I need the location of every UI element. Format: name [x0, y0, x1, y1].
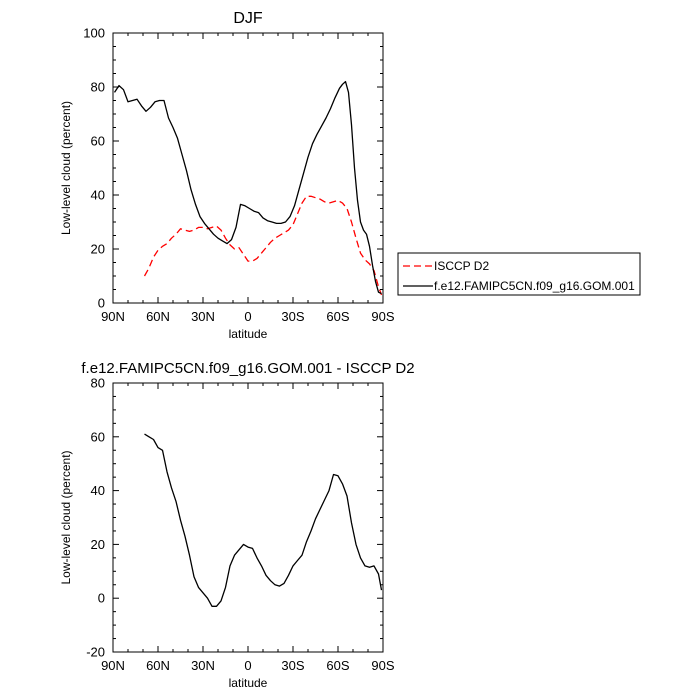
series-line-2: [113, 80, 382, 295]
x-tick-label: 90N: [101, 309, 125, 324]
y-tick-label: -20: [86, 645, 105, 660]
y-tick-label: 80: [91, 376, 105, 391]
x-tick-label: 0: [244, 658, 251, 673]
y-axis-label: Low-level cloud (percent): [59, 101, 73, 235]
x-tick-label: 30N: [191, 658, 215, 673]
y-tick-label: 40: [91, 188, 105, 203]
y-tick-label: 0: [98, 296, 105, 311]
x-tick-label: 90S: [371, 309, 394, 324]
x-tick-label: 60N: [146, 309, 170, 324]
x-tick-label: 60S: [326, 658, 349, 673]
x-tick-label: 30S: [281, 658, 304, 673]
plot-frame: [112, 32, 384, 304]
plot-frame: [112, 382, 384, 653]
x-tick-label: 30N: [191, 309, 215, 324]
legend-label-2: f.e12.FAMIPC5CN.f09_g16.GOM.001: [434, 279, 635, 293]
x-axis-label: latitude: [229, 327, 268, 341]
y-axis-label: Low-level cloud (percent): [59, 450, 73, 584]
legend: ISCCP D2 f.e12.FAMIPC5CN.f09_g16.GOM.001: [397, 252, 641, 296]
y-tick-label: 20: [91, 242, 105, 257]
x-tick-label: 90N: [101, 658, 125, 673]
chart-title: f.e12.FAMIPC5CN.f09_g16.GOM.001 - ISCCP …: [81, 360, 414, 377]
y-tick-label: 100: [83, 26, 105, 41]
y-tick-label: 40: [91, 483, 105, 498]
x-axis-label: latitude: [229, 676, 268, 690]
chart-panel-1: DJF 90N 60N 30N 0 30S 60S 90S 0 20 40 60 80 100 latitu…: [59, 10, 641, 341]
series-line-1: [144, 433, 383, 607]
chart-title: DJF: [233, 10, 263, 27]
y-tick-label: 20: [91, 537, 105, 552]
x-tick-label: 60N: [146, 658, 170, 673]
x-tick-label: 90S: [371, 658, 394, 673]
x-tick-label: 30S: [281, 309, 304, 324]
y-tick-label: 60: [91, 134, 105, 149]
legend-box: [397, 252, 641, 296]
y-tick-label: 80: [91, 80, 105, 95]
series-line-1: [143, 195, 383, 296]
y-tick-label: 0: [98, 591, 105, 606]
legend-label-1: ISCCP D2: [434, 259, 489, 273]
chart-panel-2: f.e12.FAMIPC5CN.f09_g16.GOM.001 - ISCCP …: [59, 360, 415, 690]
x-tick-label: 60S: [326, 309, 349, 324]
x-tick-label: 0: [244, 309, 251, 324]
y-tick-label: 60: [91, 429, 105, 444]
